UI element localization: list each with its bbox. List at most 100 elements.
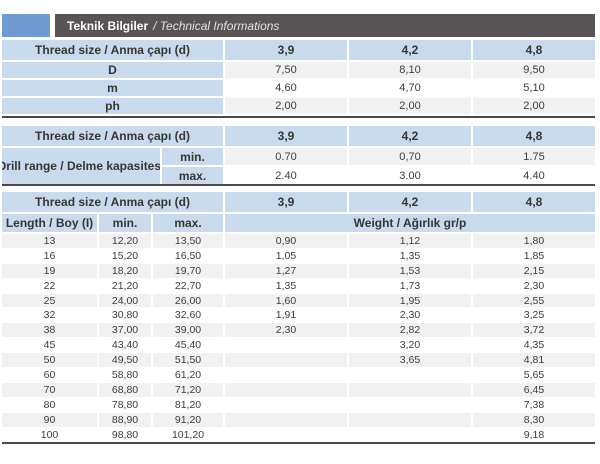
cell: 5,10 (473, 80, 595, 96)
cell: 4,81 (473, 353, 595, 368)
table-row: 50 49,50 51,50 3,65 4,81 (2, 353, 595, 368)
cell: 21,20 (99, 278, 151, 293)
cell: 19 (2, 263, 97, 278)
cell: 1,80 (473, 234, 595, 248)
cell: 45 (2, 338, 97, 353)
cell: 39,00 (153, 323, 223, 338)
row-label-m: m (2, 80, 223, 96)
cell: 26,00 (153, 293, 223, 308)
cell: 3,65 (349, 353, 471, 368)
cell: 61,20 (153, 368, 223, 382)
cell (349, 368, 471, 382)
cell: 1,27 (225, 263, 347, 278)
cell: 51,50 (153, 353, 223, 368)
cell: 16 (2, 248, 97, 263)
table-bottom-border (2, 116, 595, 118)
header-size-4-8: 4,8 (473, 126, 595, 146)
header-thread-size: Thread size / Anma çapı (d) (2, 40, 223, 60)
cell: 13 (2, 234, 97, 248)
header-size-3-9: 3,9 (225, 126, 347, 146)
cell: 1,73 (349, 278, 471, 293)
cell: 32 (2, 308, 97, 323)
cell: 80 (2, 397, 97, 412)
table-row: 16 15,20 16,50 1,05 1,35 1,85 (2, 248, 595, 263)
table-subheader-row: Length / Boy (I) min. max. Weight / Ağır… (2, 214, 595, 232)
cell: 4,70 (349, 80, 471, 96)
table-header-row: Thread size / Anma çapı (d) 3,9 4,2 4,8 (2, 192, 595, 212)
cell: 49,50 (99, 353, 151, 368)
table-row: m 4,60 4,70 5,10 (2, 80, 595, 96)
table-row: 32 30,80 32,60 1,91 2,30 3,25 (2, 308, 595, 323)
cell: 2,00 (349, 98, 471, 114)
cell: 1,85 (473, 248, 595, 263)
cell: 2,82 (349, 323, 471, 338)
table-row: ph 2,00 2,00 2,00 (2, 98, 595, 114)
cell: 45,40 (153, 338, 223, 353)
technical-info-sheet: Teknik Bilgiler / Technical Informations… (2, 14, 595, 445)
table-row: 100 98,80 101,20 9,18 (2, 427, 595, 442)
cell: 60 (2, 368, 97, 382)
cell (349, 397, 471, 412)
table-row: 13 12,20 13,50 0,90 1,12 1,80 (2, 234, 595, 248)
cell: 2,00 (473, 98, 595, 114)
cell (349, 382, 471, 397)
cell: 2.40 (225, 167, 347, 184)
cell: 50 (2, 353, 97, 368)
cell (225, 382, 347, 397)
header-max: max. (153, 214, 223, 232)
length-weight-rows: 13 12,20 13,50 0,90 1,12 1,80 16 15,20 16,50 1,05… (2, 234, 595, 442)
header-size-3-9: 3,9 (225, 40, 347, 60)
header-min: min. (99, 214, 151, 232)
cell: 25 (2, 293, 97, 308)
header-size-3-9: 3,9 (225, 192, 347, 212)
accent-square (2, 14, 50, 37)
cell: 2,30 (349, 308, 471, 323)
cell: 3,72 (473, 323, 595, 338)
title-bar: Teknik Bilgiler / Technical Informations (2, 14, 595, 37)
cell: 91,20 (153, 412, 223, 427)
table-row: 38 37,00 39,00 2,30 2,82 3,72 (2, 323, 595, 338)
cell: 8,30 (473, 412, 595, 427)
cell: 1,35 (225, 278, 347, 293)
table-row: 60 58,80 61,20 5,65 (2, 368, 595, 382)
header-thread-size: Thread size / Anma çapı (d) (2, 192, 223, 212)
table-row: 80 78,80 81,20 7,38 (2, 397, 595, 412)
cell: 1,60 (225, 293, 347, 308)
table-bottom-border (2, 184, 595, 186)
cell: 58,80 (99, 368, 151, 382)
header-size-4-2: 4,2 (349, 192, 471, 212)
header-thread-size: Thread size / Anma çapı (d) (2, 126, 223, 146)
cell (225, 338, 347, 353)
cell (225, 412, 347, 427)
cell: 90 (2, 412, 97, 427)
title-turkish: Teknik Bilgiler (67, 18, 149, 33)
cell (225, 353, 347, 368)
cell: 43,40 (99, 338, 151, 353)
cell: 2,30 (225, 323, 347, 338)
cell: 71,20 (153, 382, 223, 397)
title-bar-strip: Teknik Bilgiler / Technical Informations (55, 14, 595, 37)
header-weight: Weight / Ağırlık gr/p (225, 214, 595, 232)
row-label-D: D (2, 62, 223, 78)
cell: 1,53 (349, 263, 471, 278)
cell: 8,10 (349, 62, 471, 78)
cell: 18,20 (99, 263, 151, 278)
cell: 68,80 (99, 382, 151, 397)
cell (225, 368, 347, 382)
cell: 1,95 (349, 293, 471, 308)
cell: 4,60 (225, 80, 347, 96)
cell: 0,70 (349, 148, 471, 165)
header-length: Length / Boy (I) (2, 214, 97, 232)
cell: 4,35 (473, 338, 595, 353)
cell: 5,65 (473, 368, 595, 382)
cell: 9,50 (473, 62, 595, 78)
cell: 78,80 (99, 397, 151, 412)
cell: 101,20 (153, 427, 223, 442)
cell: 1,05 (225, 248, 347, 263)
header-size-4-8: 4,8 (473, 40, 595, 60)
cell: 38 (2, 323, 97, 338)
table-row: 19 18,20 19,70 1,27 1,53 2,15 (2, 263, 595, 278)
cell: 12,20 (99, 234, 151, 248)
max-label: max. (162, 167, 223, 184)
table-row: 22 21,20 22,70 1,35 1,73 2,30 (2, 278, 595, 293)
